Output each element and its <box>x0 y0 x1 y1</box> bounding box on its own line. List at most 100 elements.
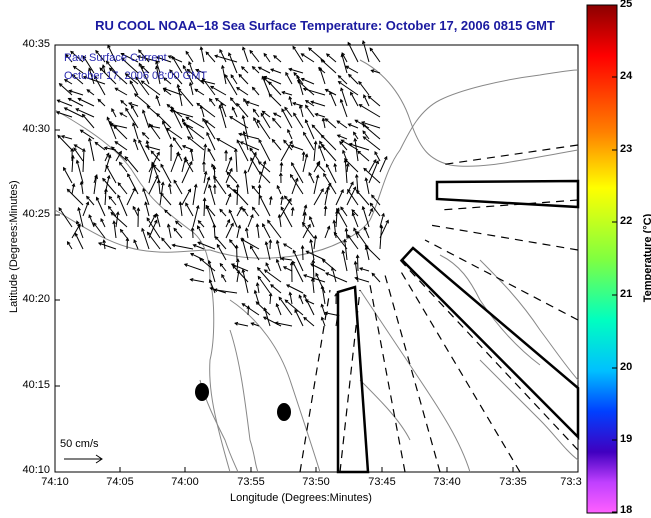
current-vector-head <box>155 56 160 60</box>
current-vector <box>242 303 260 316</box>
current-vector-head <box>263 52 268 57</box>
current-vector <box>265 241 271 261</box>
current-vector-head <box>57 134 61 139</box>
current-vector-head <box>242 207 246 212</box>
current-vector <box>305 119 315 140</box>
current-vector-head <box>309 238 313 243</box>
current-vector-head <box>155 212 159 217</box>
current-vector-head <box>172 137 177 141</box>
current-vector <box>108 196 117 206</box>
current-vector <box>313 161 321 173</box>
current-vector-head <box>140 65 145 70</box>
colorbar-label: Temperature (°C) <box>642 213 651 303</box>
current-vector-head <box>304 299 309 303</box>
current-vector-head <box>353 227 357 232</box>
current-vector-head <box>255 282 260 287</box>
current-vector-head <box>82 147 86 152</box>
current-vector <box>241 66 249 74</box>
current-vector-head <box>343 238 347 243</box>
colorbar-tick-label: 23 <box>620 143 633 155</box>
current-vector-head <box>155 94 160 99</box>
current-vector <box>361 121 381 129</box>
x-axis-label: Longitude (Degrees:Minutes) <box>230 492 372 504</box>
current-vector-head <box>276 184 281 189</box>
current-vector-head <box>354 276 359 281</box>
current-vector <box>342 250 348 272</box>
current-vector-head <box>320 285 325 290</box>
current-vector <box>221 274 227 283</box>
current-vector-head <box>130 104 135 109</box>
current-vector-head <box>275 258 280 263</box>
current-vector <box>225 223 234 239</box>
current-vector <box>369 47 381 63</box>
current-vector <box>371 194 381 206</box>
current-vector <box>99 67 117 85</box>
current-vector-head <box>75 220 80 225</box>
current-vector <box>225 168 233 184</box>
current-vector-head <box>325 272 330 276</box>
current-vector <box>73 65 84 74</box>
current-vector <box>275 322 293 327</box>
current-vector <box>209 98 216 107</box>
current-vector-head <box>173 227 178 232</box>
current-vector <box>179 202 183 217</box>
current-vector <box>209 279 216 294</box>
current-vector-head <box>232 264 236 269</box>
current-vector <box>294 309 304 327</box>
current-vector-head <box>186 68 191 73</box>
current-vector-head <box>348 142 353 147</box>
current-vector-head <box>255 223 260 228</box>
current-vector-head <box>321 117 326 122</box>
current-vector-head <box>304 100 309 104</box>
current-vector-head <box>160 192 164 197</box>
current-vector-head <box>161 237 165 242</box>
current-vector <box>251 185 260 195</box>
current-vector <box>132 123 139 140</box>
current-vector <box>120 100 128 107</box>
current-vector-head <box>347 234 351 239</box>
current-vector <box>242 269 249 294</box>
current-vector <box>138 49 150 63</box>
current-vector-head <box>288 291 293 296</box>
current-vector-head <box>99 67 104 72</box>
current-vector <box>150 125 161 129</box>
current-vector-head <box>371 194 375 199</box>
current-vector <box>228 209 238 228</box>
current-vector <box>197 241 216 250</box>
current-vector <box>147 232 161 250</box>
current-vector <box>156 95 161 107</box>
current-vector <box>284 299 304 316</box>
current-vector-head <box>201 77 206 82</box>
current-vector-head <box>165 127 170 132</box>
current-vector-head <box>270 68 275 72</box>
current-vector-head <box>106 174 111 179</box>
current-vector-head <box>81 113 86 118</box>
current-vector-head <box>237 224 242 229</box>
current-vector-head <box>308 47 312 51</box>
current-vector <box>133 239 139 250</box>
current-vector <box>158 180 161 195</box>
current-vector-head <box>79 180 84 185</box>
current-vector-head <box>233 188 237 193</box>
current-vector <box>133 139 139 151</box>
current-vector-head <box>125 107 129 112</box>
coastline <box>54 59 579 473</box>
current-vector <box>354 119 370 129</box>
current-vector <box>310 101 326 107</box>
current-vector-head <box>303 316 308 321</box>
current-vector-head <box>320 303 325 308</box>
current-vector-head <box>138 49 142 54</box>
current-vector <box>362 130 370 140</box>
current-vector-head <box>86 195 90 200</box>
current-vector-head <box>230 222 234 227</box>
current-vector <box>282 91 293 96</box>
current-vector-head <box>308 215 313 220</box>
current-vector-head <box>331 266 335 271</box>
current-vector-head <box>293 112 297 117</box>
current-vector-head <box>208 278 213 283</box>
current-vector <box>208 260 216 283</box>
current-vector <box>329 91 337 107</box>
current-vector-head <box>77 206 81 211</box>
current-vector-head <box>255 301 260 305</box>
current-vector <box>94 142 106 151</box>
